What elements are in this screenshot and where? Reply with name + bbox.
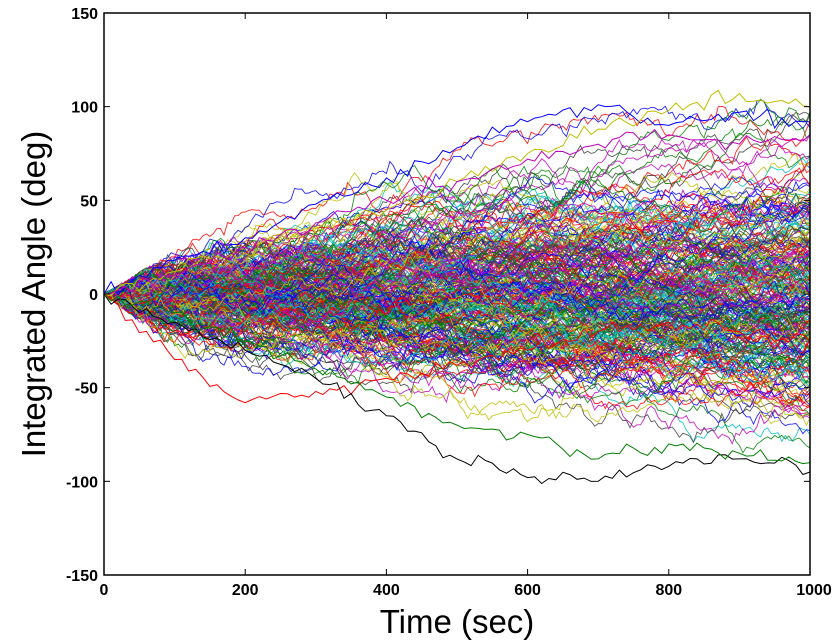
series-line-outer xyxy=(103,128,811,295)
series-line xyxy=(103,161,811,341)
series-line xyxy=(103,140,811,322)
series-line xyxy=(103,115,811,300)
y-axis-label: Integrated Angle (deg) xyxy=(15,131,52,458)
series-line xyxy=(103,272,811,344)
series-line xyxy=(103,244,811,347)
series-line xyxy=(103,180,811,302)
series-line xyxy=(103,292,811,383)
x-tick-label: 0 xyxy=(100,582,109,599)
series-line xyxy=(103,220,811,323)
series-line xyxy=(103,168,811,301)
series-layer xyxy=(103,89,811,485)
series-line xyxy=(103,291,811,423)
series-line xyxy=(103,264,811,344)
series-line xyxy=(103,291,811,409)
series-line xyxy=(103,223,811,322)
series-line xyxy=(103,281,811,391)
x-tick-label: 600 xyxy=(514,582,541,599)
series-line xyxy=(103,276,811,364)
series-line xyxy=(103,232,811,319)
series-line xyxy=(103,249,811,326)
series-line xyxy=(104,189,811,295)
y-tick-label: 150 xyxy=(71,6,98,23)
series-line xyxy=(103,220,811,304)
series-line xyxy=(103,284,811,454)
series-line xyxy=(103,285,811,358)
series-line xyxy=(103,263,811,343)
x-tick-label: 1000 xyxy=(796,582,832,599)
series-line xyxy=(103,263,811,380)
series-line xyxy=(103,269,811,411)
x-axis: 0 200 400 600 800 1000 xyxy=(100,13,832,599)
series-line xyxy=(103,202,811,308)
series-line xyxy=(103,266,811,357)
x-tick-label: 800 xyxy=(655,582,682,599)
series-line-outer xyxy=(103,293,811,404)
series-line-outer xyxy=(103,293,811,465)
x-axis-label: Time (sec) xyxy=(380,603,535,640)
series-line-outer xyxy=(103,293,811,485)
series-line xyxy=(103,287,811,387)
y-tick-label: 100 xyxy=(71,100,98,117)
series-line xyxy=(103,213,811,316)
series-line xyxy=(104,229,810,349)
series-line xyxy=(103,287,811,377)
x-tick-label: 400 xyxy=(373,582,400,599)
y-tick-label: -150 xyxy=(66,568,98,585)
series-line xyxy=(103,291,811,401)
series-line xyxy=(103,99,811,299)
series-line xyxy=(103,105,811,297)
x-tick-label: 200 xyxy=(232,582,259,599)
series-line xyxy=(103,238,811,308)
series-line xyxy=(103,223,811,300)
y-axis: 150 100 50 0 -50 -100 -150 xyxy=(66,6,810,585)
y-tick-label: -50 xyxy=(75,381,98,398)
y-tick-label: 50 xyxy=(80,193,98,210)
series-line xyxy=(103,269,811,406)
series-line xyxy=(103,292,811,371)
series-line xyxy=(103,292,811,388)
series-line xyxy=(103,286,811,374)
y-tick-label: 0 xyxy=(89,287,98,304)
series-line xyxy=(103,291,811,349)
series-line xyxy=(103,176,811,306)
series-line xyxy=(103,242,811,308)
series-line xyxy=(103,291,811,412)
series-line xyxy=(103,277,811,403)
y-tick-label: -100 xyxy=(66,474,98,491)
series-line-outer xyxy=(103,104,811,296)
series-line xyxy=(103,259,811,345)
